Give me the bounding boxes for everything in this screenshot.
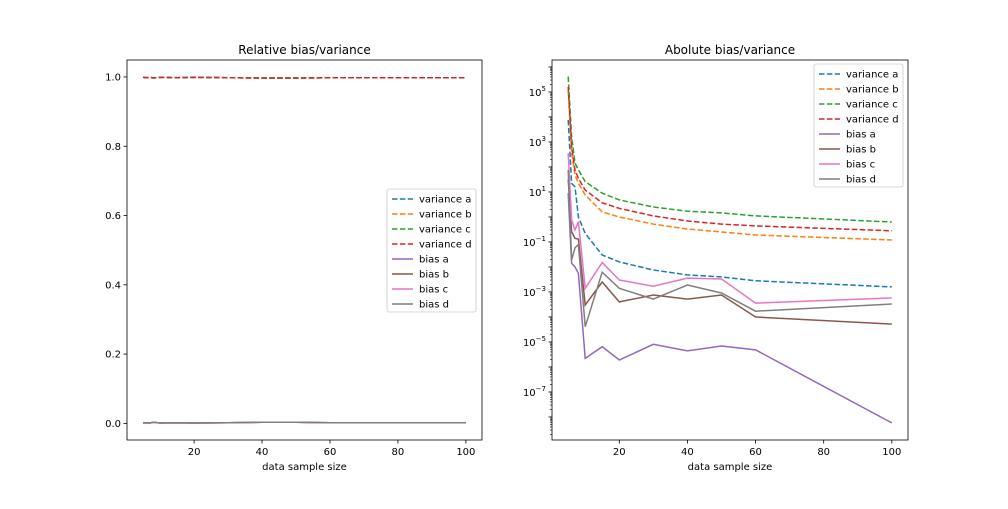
series-line-bias-d bbox=[567, 169, 892, 327]
series-line-bias-a bbox=[567, 193, 893, 424]
x-axis-label: data sample size bbox=[688, 462, 773, 473]
legend: variance a variance b variance c variance d… bbox=[813, 63, 904, 188]
subplot-title: Abolute bias/variance bbox=[665, 43, 795, 57]
legend-label: bias d bbox=[846, 175, 876, 186]
series-line-variance-b bbox=[567, 89, 892, 241]
legend-label: bias b bbox=[846, 145, 876, 156]
y-tick-label: 10−7 bbox=[523, 385, 546, 399]
legend-label: bias a bbox=[846, 130, 876, 141]
x-tick-label: 80 bbox=[392, 447, 405, 458]
legend-label: variance a bbox=[419, 195, 471, 206]
y-tick-label: 0.0 bbox=[105, 419, 121, 430]
legend-label: variance a bbox=[846, 70, 898, 81]
legend-label: variance d bbox=[846, 115, 899, 126]
x-tick-label: 20 bbox=[613, 447, 626, 458]
y-tick-label: 0.4 bbox=[105, 280, 121, 291]
legend-label: variance c bbox=[846, 100, 898, 111]
x-axis-label: data sample size bbox=[262, 462, 347, 473]
legend-label: variance b bbox=[846, 85, 899, 96]
legend-label: bias a bbox=[419, 255, 449, 266]
x-tick-label: 60 bbox=[749, 447, 762, 458]
legend-label: bias c bbox=[846, 160, 875, 171]
series-line-bias-c bbox=[567, 153, 892, 304]
y-tick-label: 105 bbox=[529, 85, 546, 99]
x-tick-label: 100 bbox=[456, 447, 475, 458]
legend-label: variance c bbox=[419, 225, 471, 236]
legend-label: bias b bbox=[419, 270, 449, 281]
subplot-1: 20 40 60 80 100 0.0 0.2 0.4 0.6 0.8 1.0 Relative bi… bbox=[105, 43, 483, 473]
y-tick-label: 0.8 bbox=[105, 142, 121, 153]
legend-label: variance b bbox=[419, 210, 472, 221]
x-tick-label: 60 bbox=[324, 447, 337, 458]
legend-label: bias c bbox=[419, 285, 448, 296]
legend-label: bias d bbox=[419, 300, 449, 311]
series-line-variance-c bbox=[567, 76, 892, 223]
x-tick-label: 20 bbox=[188, 447, 201, 458]
axes-frame bbox=[551, 59, 909, 441]
y-tick-label: 101 bbox=[529, 185, 546, 199]
y-tick-label: 10−5 bbox=[523, 335, 546, 349]
y-tick-label: 103 bbox=[529, 135, 546, 149]
subplot-title: Relative bias/variance bbox=[238, 43, 370, 57]
series-line-bias-b bbox=[567, 179, 892, 325]
series-line-variance-d bbox=[567, 86, 892, 232]
x-tick-label: 40 bbox=[256, 447, 269, 458]
legend-frame bbox=[813, 63, 904, 188]
subplot-2: 20 40 60 80 100 105 103 101 10−1 10−3 10−5 10−7 Abol… bbox=[523, 43, 909, 473]
x-tick-label: 100 bbox=[882, 447, 901, 458]
axes-frame bbox=[126, 59, 483, 441]
legend-frame bbox=[386, 188, 477, 313]
legend-label: variance d bbox=[419, 240, 472, 251]
series-line-variance-d bbox=[143, 76, 466, 79]
y-tick-label: 0.6 bbox=[105, 211, 121, 222]
series-line-bias-d bbox=[143, 421, 466, 424]
x-tick-label: 80 bbox=[817, 447, 830, 458]
legend: variance a variance b variance c variance d… bbox=[386, 188, 477, 313]
y-tick-label: 1.0 bbox=[105, 72, 121, 83]
series-line-variance-a bbox=[567, 119, 892, 288]
x-tick-label: 40 bbox=[681, 447, 694, 458]
y-tick-label: 10−1 bbox=[523, 235, 546, 249]
y-tick-label: 10−3 bbox=[523, 285, 546, 299]
y-tick-label: 0.2 bbox=[105, 350, 121, 361]
